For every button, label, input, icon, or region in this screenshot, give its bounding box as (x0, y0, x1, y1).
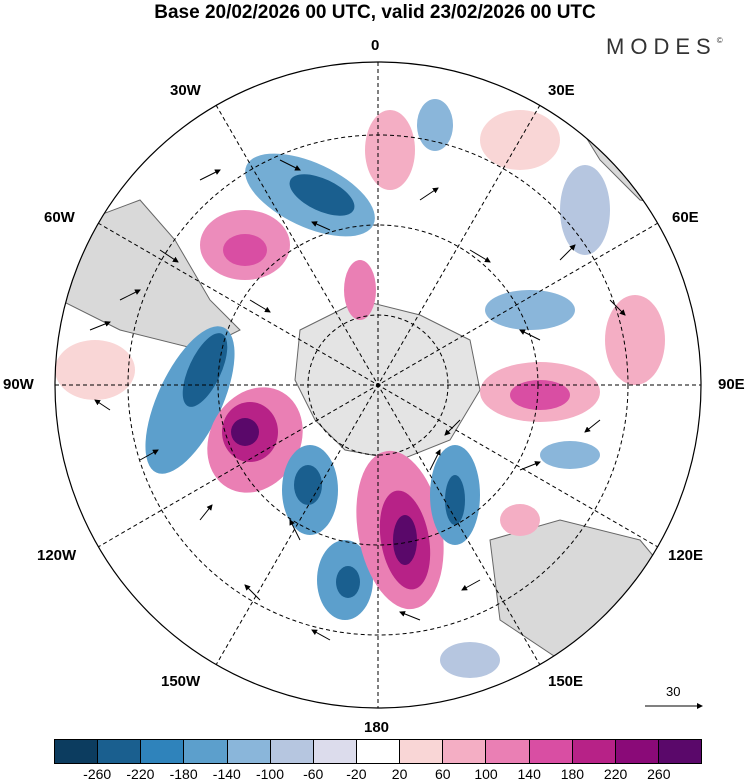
south-pole-marker (376, 383, 380, 387)
lon-label-150e: 150E (548, 673, 584, 690)
colorbar-tick-label: 180 (560, 766, 585, 782)
brand-mark: © (716, 36, 723, 45)
colorbar-swatch (400, 740, 444, 763)
lon-label-60w: 60W (44, 209, 75, 226)
land-south-america (59, 199, 241, 351)
map-title: Base 20/02/2026 00 UTC, valid 23/02/2026… (154, 2, 596, 23)
colorbar-tick-label: -20 (346, 766, 367, 782)
colorbar-swatch (270, 740, 314, 763)
colorbar-tick-label: -140 (212, 766, 241, 782)
colorbar-tick-label: 140 (517, 766, 541, 782)
colorbar-swatch (529, 740, 573, 763)
lon-label-0: 0 (371, 37, 380, 54)
lon-label-90e: 90E (718, 376, 745, 393)
map-disc (55, 62, 701, 708)
colorbar-swatch (55, 740, 99, 763)
colorbar-tick-label: -220 (126, 766, 155, 782)
land-antarctica (294, 299, 481, 461)
modes-logo: MODES© (606, 34, 723, 60)
colorbar-swatch (98, 740, 142, 763)
colorbar-tick-label: 60 (435, 766, 451, 782)
map-boundary (54, 61, 702, 709)
lon-label-30w: 30W (170, 82, 201, 99)
colorbar-swatch (184, 740, 228, 763)
colorbar-swatch (443, 740, 487, 763)
wind-vectors (89, 159, 626, 641)
lon-label-180: 180 (364, 719, 390, 736)
colorbar-tick-label: 220 (603, 766, 628, 782)
colorbar-tick-label: 20 (391, 766, 408, 782)
colorbar-swatch (486, 740, 530, 763)
colorbar-tick-label: -180 (169, 766, 198, 782)
lon-label-60e: 60E (672, 209, 699, 226)
lon-label-120w: 120W (37, 547, 77, 564)
colorbar-swatch (141, 740, 185, 763)
colorbar-swatch (615, 740, 659, 763)
colorbar-tick-label: -100 (255, 766, 285, 782)
colorbar-tick-label: -260 (83, 766, 112, 782)
colorbar (54, 739, 702, 764)
colorbar-swatch (572, 740, 616, 763)
colorbar-swatch (658, 740, 702, 763)
lon-label-120e: 120E (668, 547, 704, 564)
lon-label-150w: 150W (161, 673, 201, 690)
colorbar-tick-label: 260 (647, 766, 671, 782)
lon-label-30e: 30E (548, 82, 575, 99)
colorbar-tick-label: -60 (303, 766, 324, 782)
colorbar-swatch (227, 740, 271, 763)
colorbar-swatch (313, 740, 357, 763)
anomaly-shading (55, 99, 665, 678)
reference-vector-label: 30 (666, 684, 681, 699)
brand-text: MODES (606, 34, 717, 59)
lon-label-90w: 90W (3, 376, 34, 393)
colorbar-tick-label: 100 (474, 766, 498, 782)
colorbar-swatch (356, 740, 401, 763)
